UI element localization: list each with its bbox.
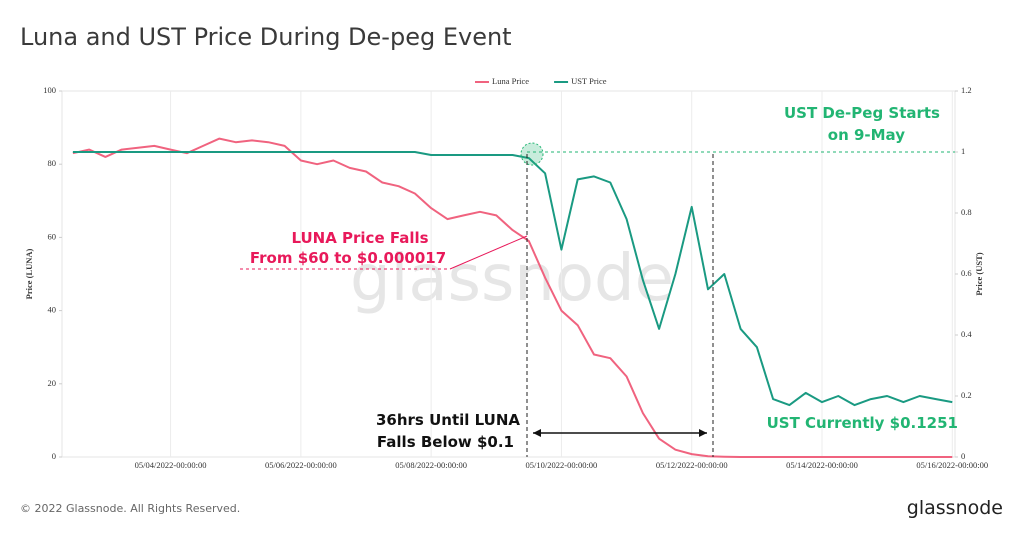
logo: glassnode <box>907 497 1003 519</box>
annotation: From $60 to $0.000017 <box>250 249 446 267</box>
luna-pointer <box>449 235 528 270</box>
y2-tick-label: 0.8 <box>961 207 972 217</box>
chart-title: Luna and UST Price During De-peg Event <box>20 23 512 51</box>
y2-tick-label: 0.6 <box>961 268 972 278</box>
footer: © 2022 Glassnode. All Rights Reserved. <box>20 502 240 515</box>
y2-axis-label: Price (UST) <box>974 252 984 295</box>
legend-label: UST Price <box>571 76 607 86</box>
annotation: Falls Below $0.1 <box>377 433 514 451</box>
y-tick-label: 40 <box>48 305 57 315</box>
y2-tick-label: 0 <box>961 451 965 461</box>
x-tick-label: 05/08/2022-00:00:00 <box>395 460 467 470</box>
annotation: 36hrs Until LUNA <box>376 411 520 429</box>
annotation: on 9-May <box>828 126 905 144</box>
y-tick-label: 80 <box>48 158 57 168</box>
annotation: LUNA Price Falls <box>291 229 428 247</box>
x-tick-label: 05/10/2022-00:00:00 <box>526 460 598 470</box>
x-tick-label: 05/12/2022-00:00:00 <box>656 460 728 470</box>
y2-tick-label: 1 <box>961 146 965 156</box>
x-tick-label: 05/04/2022-00:00:00 <box>135 460 207 470</box>
series-line <box>72 137 953 458</box>
legend-label: Luna Price <box>492 76 529 86</box>
y-tick-label: 20 <box>48 378 57 388</box>
y2-tick-label: 0.2 <box>961 390 972 400</box>
y-axis-label: Price (LUNA) <box>24 248 34 299</box>
y-tick-label: 60 <box>48 231 57 241</box>
annotation: UST Currently $0.1251 <box>767 414 958 432</box>
y-tick-label: 0 <box>52 451 56 461</box>
series-line <box>72 151 953 407</box>
x-tick-label: 05/06/2022-00:00:00 <box>265 460 337 470</box>
x-tick-label: 05/14/2022-00:00:00 <box>786 460 858 470</box>
x-tick-label: 05/16/2022-00:00:00 <box>916 460 988 470</box>
y2-tick-label: 1.2 <box>961 85 972 95</box>
y2-tick-label: 0.4 <box>961 329 972 339</box>
y-tick-label: 100 <box>43 85 56 95</box>
annotation: UST De-Peg Starts <box>784 104 940 122</box>
watermark: glassnode <box>350 242 674 316</box>
depeg-marker <box>520 142 544 166</box>
